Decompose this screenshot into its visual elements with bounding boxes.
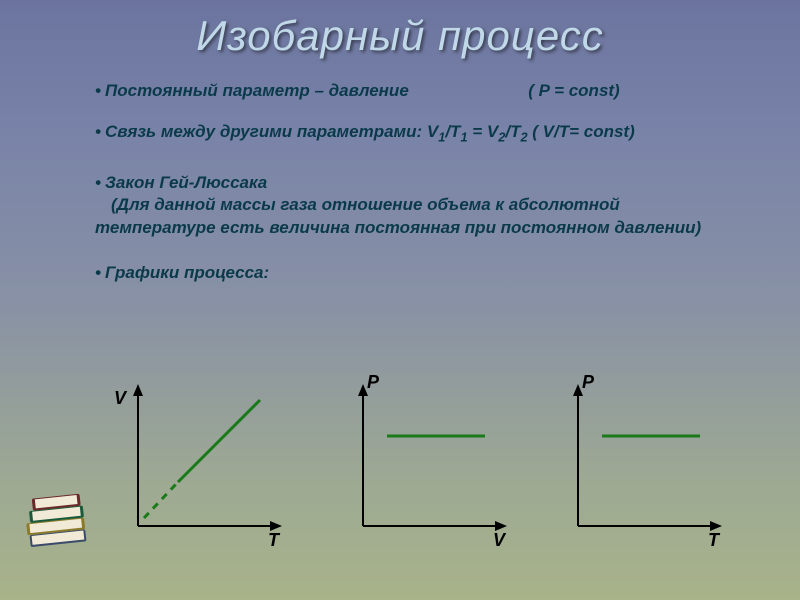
sub4: 2 (520, 129, 527, 144)
chart1-ylabel: V (114, 388, 126, 409)
charts-label: Графики процесса: (105, 263, 269, 282)
bullet2-b: /T (445, 122, 460, 141)
chart3-ylabel: P (582, 372, 594, 393)
bullet-dot: • (95, 172, 105, 195)
bullet-relation: •Связь между другими параметрами: V1/T1 … (95, 121, 740, 146)
content-area: •Постоянный параметр – давление ( P = co… (0, 60, 800, 285)
bullet-dot: • (95, 121, 105, 144)
chart1-xlabel: T (268, 530, 279, 551)
bullet1-text-b: ( P = const) (528, 81, 619, 100)
chart-p-v: P V (335, 378, 515, 548)
chart3-xlabel: T (708, 530, 719, 551)
page-title: Изобарный процесс (0, 0, 800, 60)
bullet2-c: = V (468, 122, 499, 141)
bullet-dot: • (95, 80, 105, 103)
sub2: 1 (460, 129, 467, 144)
bullet-constant-param: •Постоянный параметр – давление ( P = co… (95, 80, 740, 103)
chart-v-t: V T (110, 378, 290, 548)
bullet2-e: ( V/T= const) (528, 122, 635, 141)
chart-p-t: P T (550, 378, 730, 548)
chart2-ylabel: P (367, 372, 379, 393)
bullet-law: •Закон Гей-Люссака (Для данной массы газ… (95, 172, 740, 241)
bullet-dot: • (95, 262, 105, 285)
bullet-charts-label: •Графики процесса: (95, 262, 740, 285)
title-text: Изобарный процесс (196, 12, 604, 59)
chart-v-t-svg (110, 378, 290, 548)
law-desc: (Для данной массы газа отношение объема … (95, 195, 701, 237)
chart2-xlabel: V (493, 530, 505, 551)
law-name: Закон Гей-Люссака (105, 173, 267, 192)
bullet2-d: /T (505, 122, 520, 141)
bullet2-a: Связь между другими параметрами: V (105, 122, 438, 141)
chart-p-v-svg (335, 378, 515, 548)
chart-p-t-svg (550, 378, 730, 548)
charts-container: V T P V P T (110, 378, 750, 558)
bullet1-text-a: Постоянный параметр – давление (105, 81, 409, 100)
books-icon (20, 484, 98, 554)
